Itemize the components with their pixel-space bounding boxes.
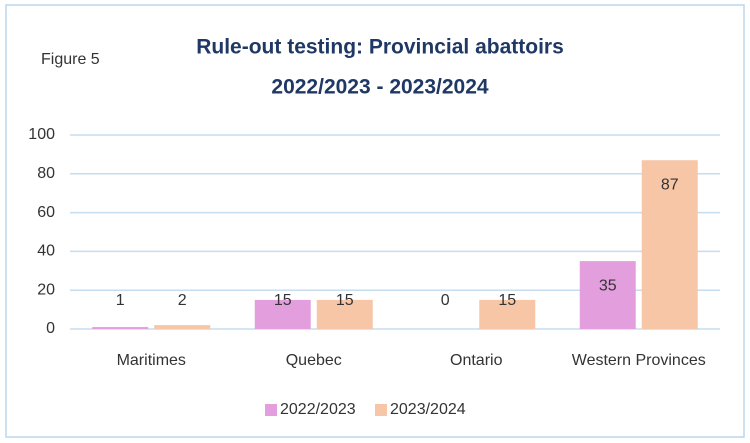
annotation: Figure 5: [41, 51, 100, 68]
legend-swatch: [375, 404, 387, 416]
y-tick-label: 100: [28, 126, 55, 143]
bar: [641, 160, 698, 329]
data-label: 35: [599, 277, 617, 294]
data-label: 0: [441, 292, 450, 309]
data-label: 15: [336, 292, 354, 309]
chart-title: 2022/2023 - 2023/2024: [271, 76, 489, 99]
y-tick-label: 0: [46, 320, 55, 337]
data-label: 15: [498, 292, 516, 309]
bar: [316, 299, 373, 329]
x-tick-label: Maritimes: [117, 352, 186, 369]
bar: [92, 327, 149, 329]
legend-label: 2023/2024: [390, 401, 466, 418]
legend-label: 2022/2023: [280, 401, 356, 418]
bar: [154, 325, 211, 329]
data-label: 2: [178, 292, 187, 309]
data-label: 87: [661, 176, 679, 193]
chart-border: [5, 4, 745, 438]
bar: [254, 299, 311, 329]
bar: [579, 261, 636, 329]
y-tick-label: 60: [37, 204, 55, 221]
data-label: 15: [274, 292, 292, 309]
legend-swatch: [265, 404, 277, 416]
x-tick-label: Ontario: [450, 352, 503, 369]
y-tick-label: 40: [37, 243, 55, 260]
x-tick-label: Quebec: [286, 352, 342, 369]
y-tick-label: 20: [37, 281, 55, 298]
y-tick-label: 80: [37, 165, 55, 182]
chart-title: Rule-out testing: Provincial abattoirs: [196, 36, 564, 59]
x-tick-label: Western Provinces: [572, 352, 706, 369]
data-label: 1: [116, 292, 125, 309]
bar: [479, 299, 536, 329]
